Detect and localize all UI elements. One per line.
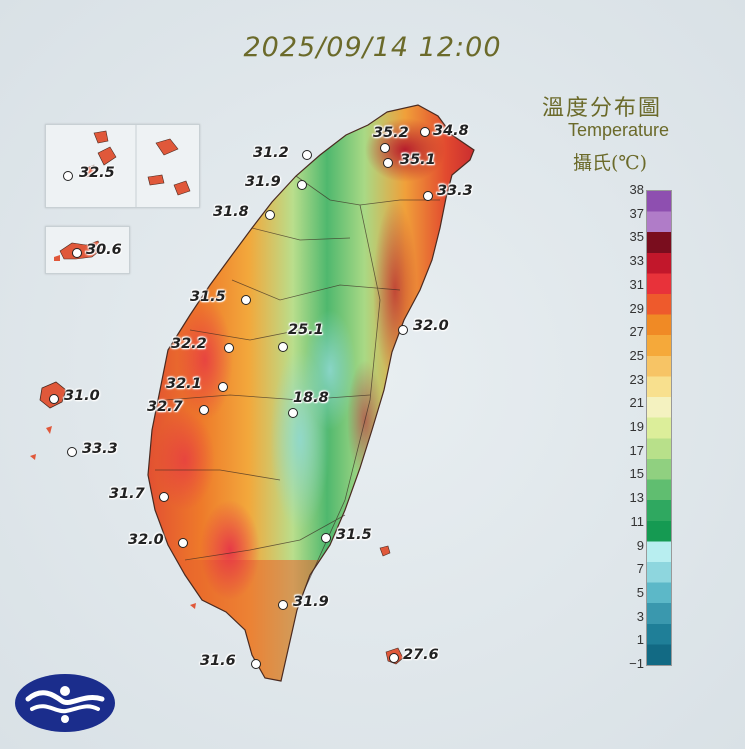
legend-title-en: Temperature <box>568 120 670 140</box>
station-dot-yilan-ne <box>423 191 433 201</box>
station-dot-taichung <box>241 295 251 305</box>
station-temp-chiayi-n: 32.1 <box>166 376 202 392</box>
colorbar-tick-label: 33 <box>629 253 644 269</box>
station-dot-hengchun <box>251 659 261 669</box>
legend-title: 溫度分布圖 <box>542 96 663 121</box>
colorbar-tick-label: 27 <box>629 324 644 340</box>
station-temp-taoyuan: 31.9 <box>245 174 281 190</box>
station-temp-kaohsiung: 32.0 <box>128 532 164 548</box>
colorbar-tick-label: 19 <box>629 419 644 434</box>
colorbar-tick-label: 13 <box>629 490 644 506</box>
station-dot-penghu <box>49 394 59 404</box>
station-temp-taitung: 31.9 <box>293 594 329 610</box>
station-dot-taoyuan <box>297 180 307 190</box>
station-dot-keelung-nw <box>380 143 390 153</box>
station-dot-taitung-n <box>321 533 331 543</box>
matsu-inset <box>45 124 200 208</box>
station-temp-penghu: 31.0 <box>64 388 100 404</box>
station-temp-kinmen: 30.6 <box>86 242 122 258</box>
colorbar-tick-label: 15 <box>629 466 644 482</box>
station-temp-yilan-ne: 33.3 <box>437 183 473 199</box>
station-temp-keelung: 34.8 <box>433 123 469 139</box>
station-dot-hsinchu <box>265 210 275 220</box>
colorbar-tick-label: 31 <box>629 276 644 292</box>
station-temp-tainan: 31.7 <box>109 486 145 502</box>
kinmen-inset <box>45 226 130 274</box>
xiaoliuqiu <box>190 603 196 609</box>
station-dot-chiayi-n <box>218 382 228 392</box>
station-dot-lanyu <box>389 653 399 663</box>
colorbar-tick-label: −1 <box>629 656 644 671</box>
temperature-colorbar <box>646 190 672 666</box>
green-island <box>379 545 391 557</box>
station-temp-chiayi: 32.7 <box>147 399 183 415</box>
station-dot-sunmoon <box>278 342 288 352</box>
colorbar-tick-label: 11 <box>630 513 645 529</box>
station-dot-matsu <box>63 171 73 181</box>
colorbar-tick-label: 25 <box>629 347 644 363</box>
datetime-title: 2025/09/14 12:00 <box>243 32 502 63</box>
station-dot-hualien <box>398 325 408 335</box>
penghu-islands <box>30 381 67 460</box>
colorbar-tick-label: 38 <box>629 182 644 197</box>
cwa-logo-icon <box>15 674 115 732</box>
colorbar-tick-label: 3 <box>636 608 644 624</box>
station-temp-hualien: 32.0 <box>413 318 449 334</box>
station-temp-matsu: 32.5 <box>79 165 115 181</box>
station-temp-hsinchu: 31.8 <box>213 204 249 220</box>
station-dot-alishan <box>288 408 298 418</box>
colorbar-tick-label: 35 <box>629 229 644 245</box>
colorbar-tick-label: 5 <box>636 584 644 600</box>
colorbar-tick-label: 23 <box>629 371 644 387</box>
colorbar-tick-label: 21 <box>629 395 644 411</box>
station-dot-kaohsiung <box>178 538 188 548</box>
station-temp-taichung: 31.5 <box>190 289 226 305</box>
station-temp-sunmoon: 25.1 <box>288 322 324 338</box>
colorbar-tick-label: 1 <box>636 632 644 648</box>
station-temp-taitung-n: 31.5 <box>336 527 372 543</box>
station-dot-tainan <box>159 492 169 502</box>
station-temp-taipei: 35.1 <box>400 152 436 168</box>
colorbar-tick-label: 17 <box>629 442 644 458</box>
county-boundaries <box>155 175 440 601</box>
matsu-map <box>83 125 191 207</box>
colorbar-tick-label: 9 <box>636 537 644 553</box>
legend-unit: 攝氏(℃) <box>573 152 648 174</box>
station-dot-kinmen <box>72 248 82 258</box>
station-temp-tamsui: 31.2 <box>253 145 289 161</box>
station-temp-alishan: 18.8 <box>293 390 329 406</box>
station-dot-chiayi <box>199 405 209 415</box>
station-dot-taitung <box>278 600 288 610</box>
colorbar-tick-label: 7 <box>636 561 644 577</box>
station-dot-changhua <box>224 343 234 353</box>
station-temp-hengchun: 31.6 <box>200 653 236 669</box>
station-dot-penghu-s <box>67 447 77 457</box>
station-dot-keelung <box>420 127 430 137</box>
station-dot-taipei <box>383 158 393 168</box>
station-dot-tamsui <box>302 150 312 160</box>
colorbar-tick-label: 29 <box>629 300 644 316</box>
station-temp-keelung-nw: 35.2 <box>373 125 409 141</box>
station-temp-penghu-s: 33.3 <box>82 441 118 457</box>
colorbar-tick-label: 37 <box>629 205 644 221</box>
station-temp-lanyu: 27.6 <box>403 647 439 663</box>
station-temp-changhua: 32.2 <box>171 336 207 352</box>
